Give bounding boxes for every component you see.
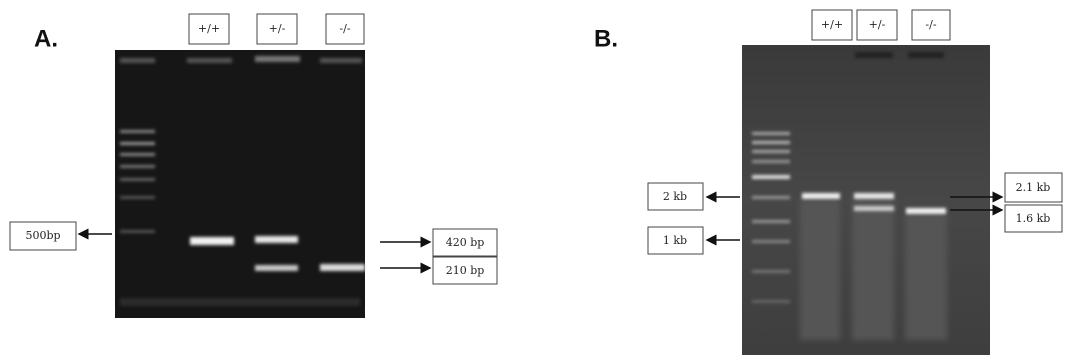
size-label: 210 bp: [446, 264, 485, 277]
lane-label: +/-: [869, 18, 886, 31]
lane-label: -/-: [925, 18, 936, 31]
panel-a: A. +/+ +/- -/- 500bp 420 bp 210 bp: [10, 14, 497, 318]
panel-b: B. +/+ +/- -/- 2 kb 1 kb 2.1 kb 1.6 kb: [594, 10, 1062, 355]
size-label: 2 kb: [663, 190, 687, 203]
size-label: 1 kb: [663, 234, 687, 247]
panel-label: B.: [594, 25, 618, 52]
lane-label: +/-: [269, 22, 286, 35]
size-label: 500bp: [25, 229, 60, 242]
lane-label: +/+: [198, 22, 220, 35]
figure: A. +/+ +/- -/- 500bp 420 bp 210 bp B.: [0, 0, 1065, 361]
smears: [800, 200, 947, 340]
lane-label: +/+: [821, 18, 843, 31]
lane-labels: +/+ +/- -/-: [189, 14, 364, 44]
lane-label: -/-: [339, 22, 350, 35]
size-label: 2.1 kb: [1016, 181, 1051, 194]
panel-label: A.: [34, 25, 58, 52]
size-label: 420 bp: [446, 236, 485, 249]
size-label: 1.6 kb: [1016, 212, 1051, 225]
lane-labels: +/+ +/- -/-: [812, 10, 950, 40]
gel: [115, 50, 365, 318]
